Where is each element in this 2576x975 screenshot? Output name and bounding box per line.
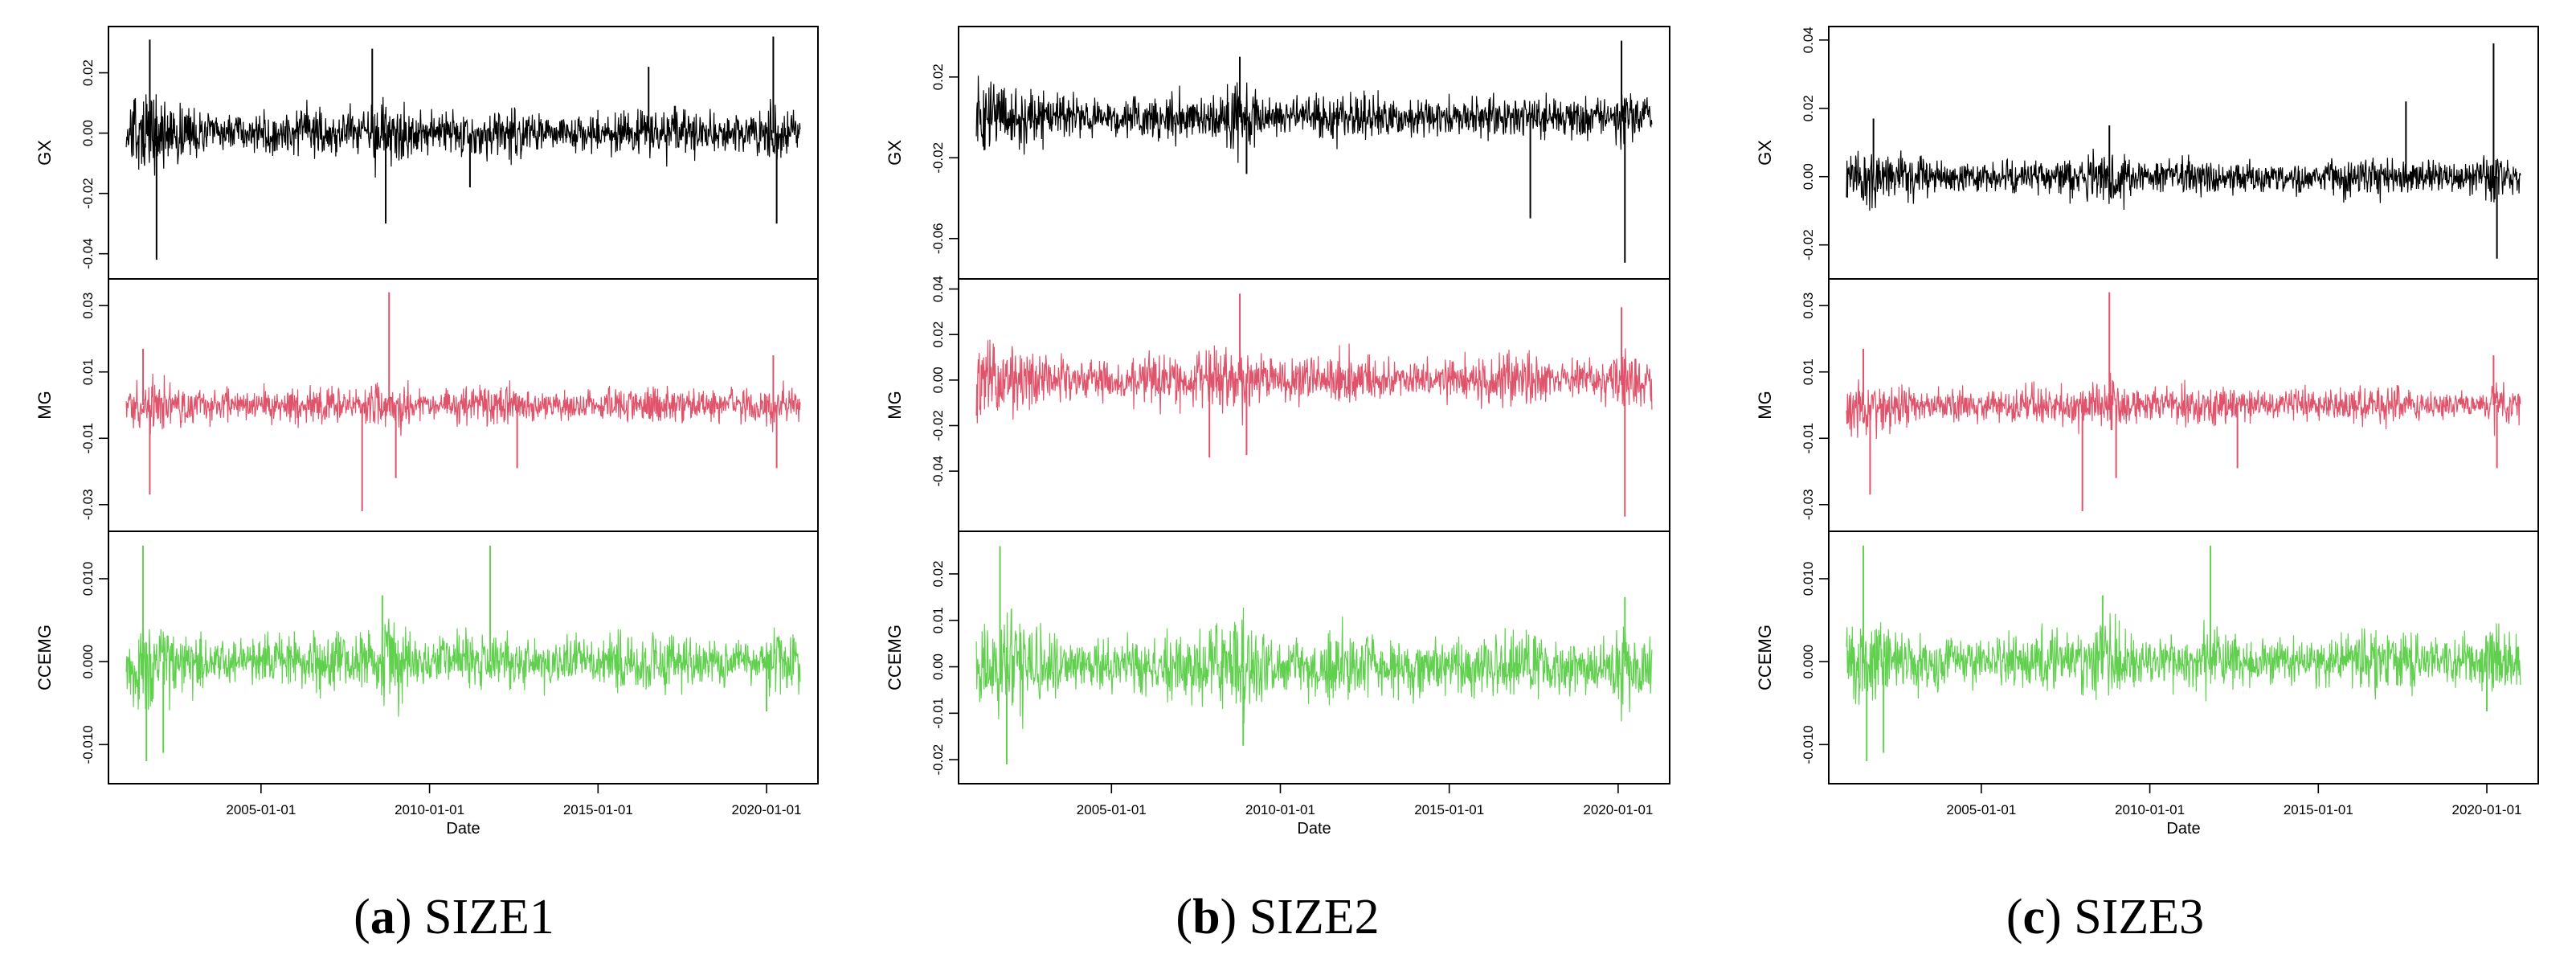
panel-label-ccemg: CCEMG (35, 625, 55, 690)
y-tick-label: 0.03 (1801, 293, 1816, 319)
y-tick-label: 0.01 (80, 358, 96, 385)
y-tick-label: 0.00 (930, 367, 946, 393)
y-tick-label: 0.000 (1801, 645, 1816, 679)
x-tick-label: 2010-01-01 (2115, 802, 2185, 817)
x-tick-label: 2020-01-01 (732, 802, 802, 817)
chart-a: 0.02 0.00 -0.02 -0.04 GX 0.03 0.01 -0.01 -0.03 MG… (35, 26, 819, 838)
x-tick-label: 2005-01-01 (226, 802, 296, 817)
x-tick-label: 2010-01-01 (395, 802, 464, 817)
panel-frame-mg (958, 278, 1670, 532)
y-tick-label: -0.02 (80, 178, 96, 209)
series-line-gx (975, 76, 1653, 163)
panel-label-ccemg: CCEMG (1755, 625, 1775, 690)
y-tick-label: 0.010 (80, 562, 96, 596)
y-tick-label: -0.01 (930, 698, 946, 729)
series-line-ccemg (975, 607, 1653, 730)
panel-frame-ccemg (958, 531, 1670, 785)
y-tick-label: 0.02 (1801, 95, 1816, 121)
x-tick-label: 2005-01-01 (1077, 802, 1147, 817)
x-tick-label: 2020-01-01 (2452, 802, 2522, 817)
panel-label-gx: GX (885, 140, 905, 166)
y-tick-label: -0.01 (80, 423, 96, 454)
y-tick-label: 0.03 (80, 293, 96, 319)
panel-frame-gx (108, 26, 819, 280)
panel-frame-ccemg (108, 531, 819, 785)
y-tick-label: 0.02 (930, 63, 946, 90)
y-tick-label: -0.02 (930, 410, 946, 441)
y-tick-label: -0.010 (1801, 725, 1816, 764)
x-tick-label: 2020-01-01 (1583, 802, 1653, 817)
y-tick-label: -0.04 (80, 238, 96, 269)
x-axis-title: Date (2166, 820, 2200, 838)
caption-c: (c) SIZE3 (2006, 890, 2205, 944)
y-tick-label: -0.02 (1801, 229, 1816, 260)
y-tick-label: -0.02 (930, 142, 946, 174)
caption-b: (b) SIZE2 (1176, 890, 1380, 944)
x-tick-label: 2015-01-01 (1414, 802, 1484, 817)
y-tick-label: -0.01 (1801, 423, 1816, 454)
y-tick-label: 0.01 (930, 607, 946, 633)
panel-label-mg: MG (35, 391, 55, 419)
panel-label-mg: MG (1755, 391, 1775, 419)
y-tick-label: 0.02 (80, 59, 96, 86)
y-tick-label: 0.04 (930, 276, 946, 302)
y-tick-label: -0.06 (930, 223, 946, 254)
y-tick-label: 0.00 (80, 120, 96, 146)
y-tick-label: -0.04 (930, 456, 946, 487)
y-tick-label: 0.02 (930, 560, 946, 587)
x-tick-label: 2015-01-01 (563, 802, 633, 817)
y-tick-label: 0.02 (930, 322, 946, 348)
x-axis-title: Date (1297, 820, 1331, 838)
series-line-ccemg (1846, 612, 2521, 705)
y-tick-label: 0.00 (930, 653, 946, 680)
panel-frame-gx (958, 26, 1670, 280)
chart-c: 0.04 0.02 0.00 -0.02 GX 0.03 0.01 -0.01 -0.03 MG 0… (1755, 26, 2539, 838)
y-tick-label: -0.010 (80, 725, 96, 764)
y-tick-label: 0.01 (1801, 358, 1816, 385)
y-tick-label: 0.000 (80, 645, 96, 679)
y-tick-label: 0.010 (1801, 562, 1816, 596)
series-line-mg (1846, 372, 2521, 440)
x-tick-label: 2010-01-01 (1245, 802, 1315, 817)
panel-frame-ccemg (1828, 531, 2539, 785)
y-tick-label: -0.02 (930, 744, 946, 776)
caption-a: (a) SIZE1 (354, 890, 554, 944)
x-tick-label: 2005-01-01 (1946, 802, 2016, 817)
panel-label-mg: MG (885, 391, 905, 419)
panel-frame-gx (1828, 26, 2539, 280)
series-line-ccemg (125, 618, 801, 717)
series-line-gx (1846, 148, 2521, 211)
panel-label-ccemg: CCEMG (885, 625, 905, 690)
series-line-mg (125, 373, 801, 436)
chart-b: 0.02 -0.02 -0.06 GX 0.04 0.02 0.00 -0.02 -0.04 MG… (885, 26, 1670, 838)
x-axis-title: Date (446, 820, 480, 838)
y-tick-label: -0.03 (1801, 489, 1816, 520)
panel-label-gx: GX (1755, 140, 1775, 166)
y-tick-label: -0.03 (80, 489, 96, 520)
series-line-mg (975, 339, 1653, 426)
y-tick-label: 0.04 (1801, 27, 1816, 53)
panel-label-gx: GX (35, 140, 55, 166)
y-tick-label: 0.00 (1801, 163, 1816, 190)
series-line-gx (125, 94, 801, 178)
x-tick-label: 2015-01-01 (2284, 802, 2353, 817)
